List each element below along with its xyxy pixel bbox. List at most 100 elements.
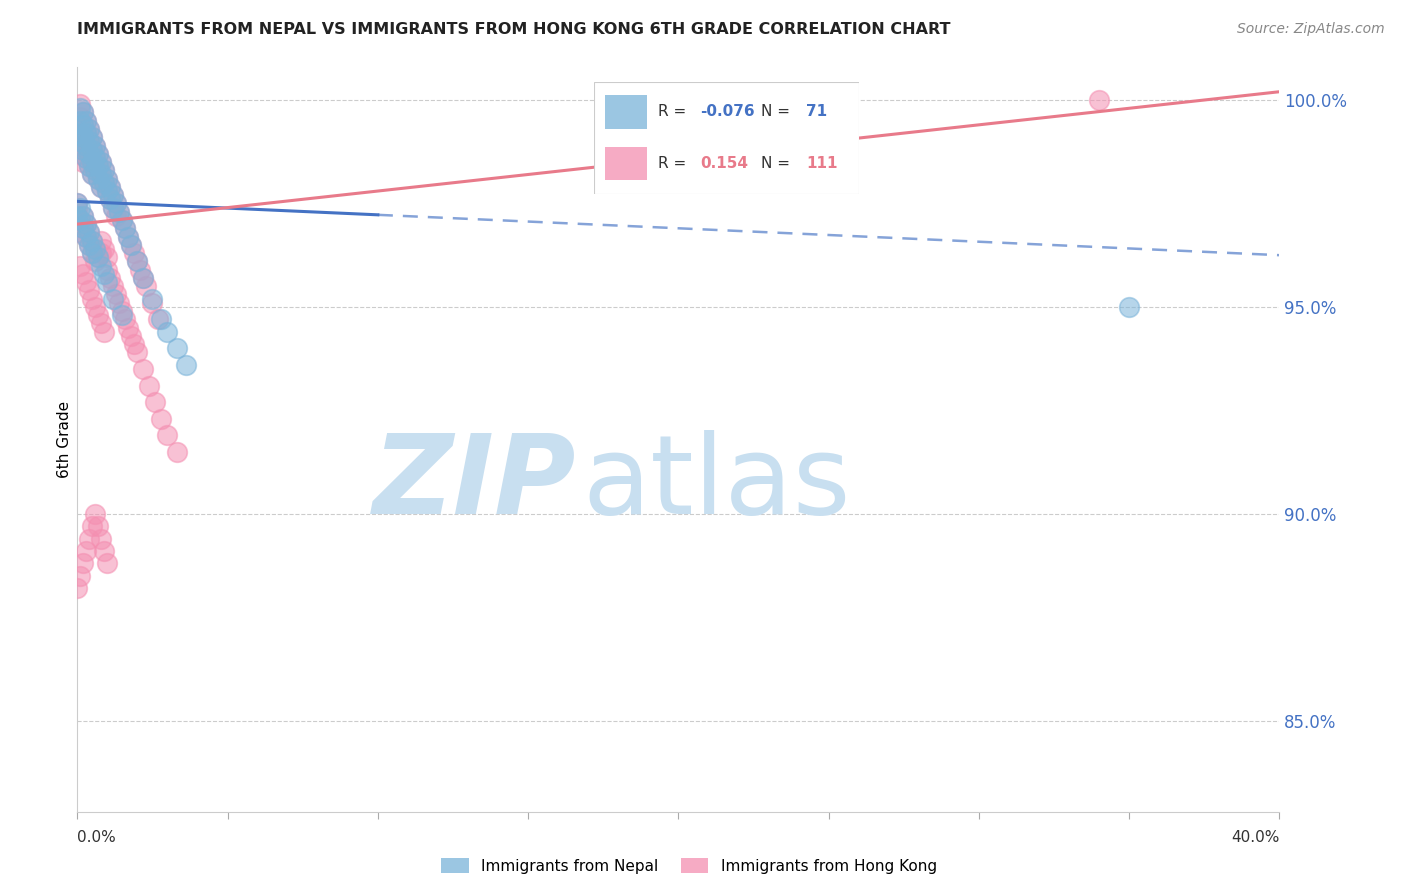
Point (75, 217, 97, 231)
Point (72, 105, 94, 120)
Point (75, 151, 97, 165)
Point (93, 242, 115, 256)
Point (105, 196, 128, 211)
Point (66, 201, 89, 215)
Point (96, 275, 118, 289)
Point (117, 320, 139, 334)
Point (72, 155, 94, 169)
Point (72, 557, 94, 571)
Point (75, 229, 97, 244)
Point (90, 168, 112, 182)
Point (75, 113, 97, 128)
Point (114, 312, 136, 326)
Point (87, 146, 110, 161)
Point (79, 146, 101, 161)
Point (72, 209, 94, 223)
Point (100, 180, 122, 194)
Point (69, 569, 91, 583)
Point (105, 287, 128, 301)
Point (124, 337, 146, 351)
Point (90, 532, 112, 546)
Point (84, 163, 107, 178)
Point (72, 209, 94, 223)
Text: R =: R = (658, 104, 690, 120)
Point (82, 143, 104, 157)
Point (129, 262, 152, 277)
Point (103, 188, 125, 202)
Point (111, 213, 134, 227)
Point (93, 163, 115, 178)
Point (105, 196, 128, 211)
Point (100, 180, 122, 194)
Point (82, 143, 104, 157)
Point (166, 444, 188, 458)
Point (108, 204, 131, 219)
Point (66, 581, 89, 595)
Point (82, 155, 104, 169)
Text: -0.076: -0.076 (700, 104, 755, 120)
Point (84, 300, 107, 314)
Point (150, 411, 173, 425)
Text: 71: 71 (806, 104, 827, 120)
Point (79, 283, 101, 297)
Point (108, 204, 131, 219)
Point (87, 250, 110, 264)
Point (87, 171, 110, 186)
Point (135, 279, 157, 293)
Point (90, 180, 112, 194)
Point (148, 312, 170, 326)
Text: IMMIGRANTS FROM NEPAL VS IMMIGRANTS FROM HONG KONG 6TH GRADE CORRELATION CHART: IMMIGRANTS FROM NEPAL VS IMMIGRANTS FROM… (77, 22, 950, 37)
Point (90, 317, 112, 331)
Point (87, 146, 110, 161)
Point (79, 237, 101, 252)
Point (100, 271, 122, 285)
Point (66, 196, 89, 211)
Point (69, 134, 91, 148)
Point (127, 345, 149, 359)
Point (69, 146, 91, 161)
Point (145, 395, 167, 409)
Point (75, 275, 97, 289)
Point (93, 325, 115, 339)
Point (75, 217, 97, 231)
Point (79, 226, 101, 240)
Point (174, 358, 197, 372)
Point (156, 325, 179, 339)
Point (156, 428, 179, 442)
Point (93, 176, 115, 190)
Point (127, 254, 149, 268)
Point (72, 105, 94, 120)
Point (103, 201, 125, 215)
Point (72, 143, 94, 157)
Text: ZIP: ZIP (373, 431, 576, 538)
Point (75, 126, 97, 140)
Point (82, 246, 104, 260)
Point (96, 557, 118, 571)
Point (132, 271, 155, 285)
Point (87, 519, 110, 533)
Point (84, 507, 107, 521)
Legend: Immigrants from Nepal, Immigrants from Hong Kong: Immigrants from Nepal, Immigrants from H… (434, 852, 943, 880)
Point (84, 254, 107, 268)
Point (100, 192, 122, 206)
Point (72, 118, 94, 132)
Text: 0.0%: 0.0% (77, 830, 117, 846)
Point (79, 226, 101, 240)
Point (90, 180, 112, 194)
Point (141, 295, 163, 310)
Point (82, 292, 104, 306)
Text: 40.0%: 40.0% (1232, 830, 1279, 846)
Point (66, 196, 89, 211)
Point (69, 134, 91, 148)
Point (87, 159, 110, 173)
Point (103, 292, 125, 306)
Point (90, 234, 112, 248)
Point (84, 138, 107, 153)
Point (84, 138, 107, 153)
Point (79, 134, 101, 148)
Point (84, 151, 107, 165)
Point (93, 176, 115, 190)
Point (111, 213, 134, 227)
Point (124, 246, 146, 260)
Text: Source: ZipAtlas.com: Source: ZipAtlas.com (1237, 22, 1385, 37)
